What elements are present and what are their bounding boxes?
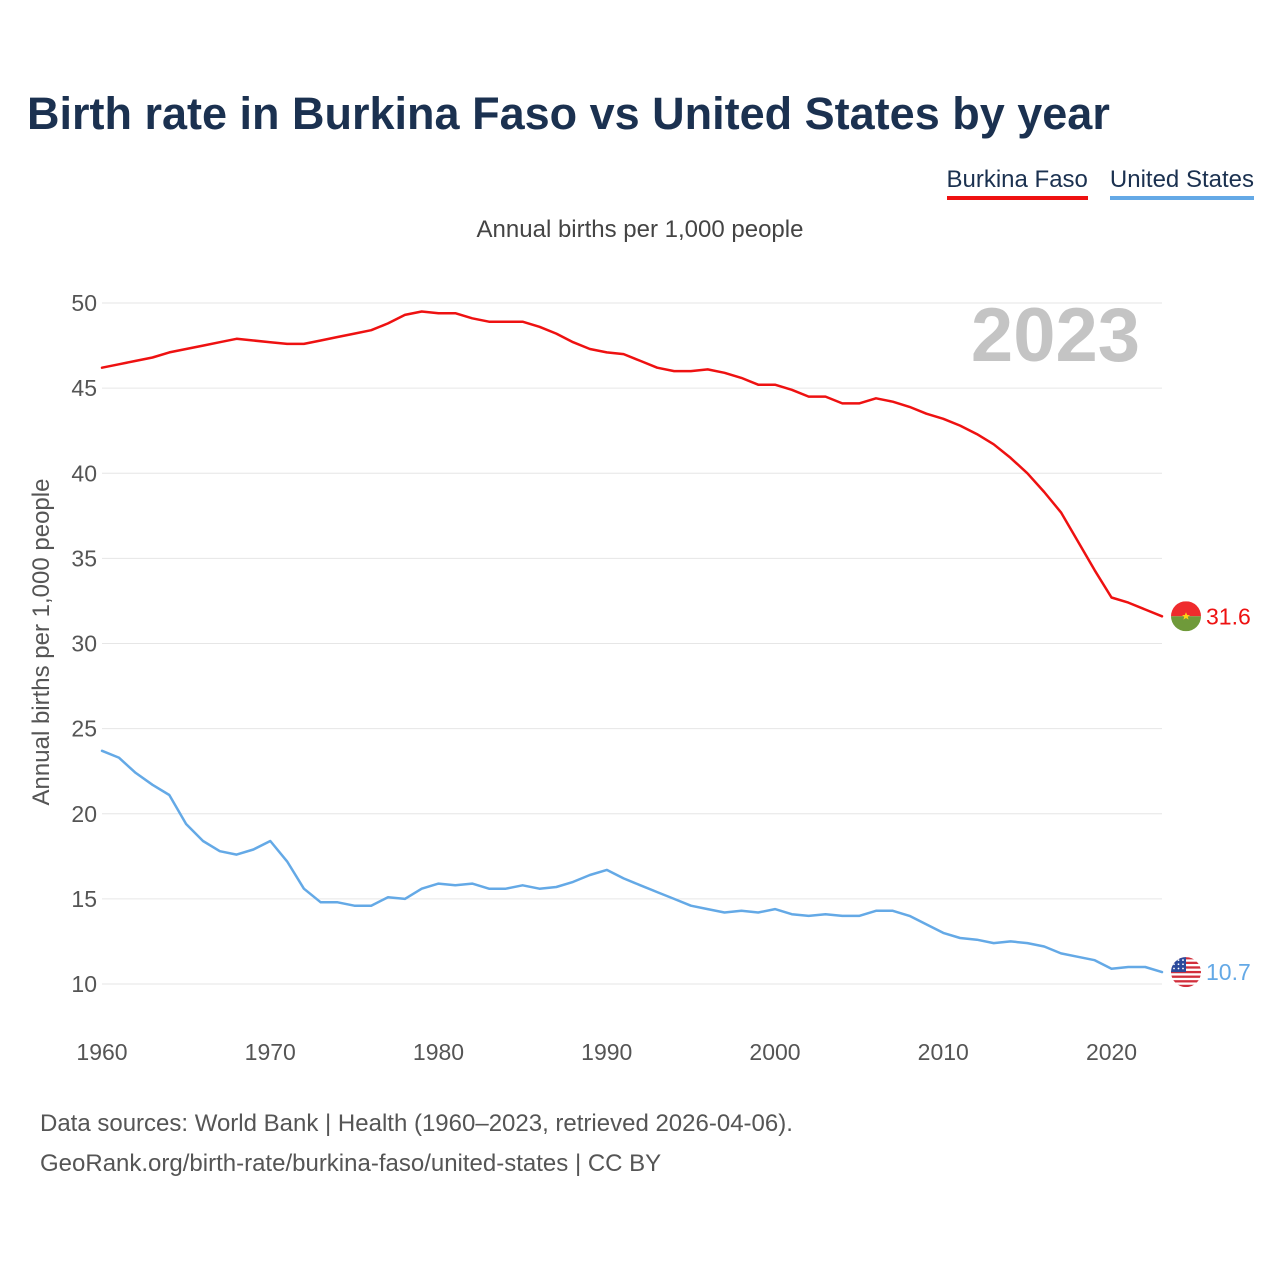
y-tick-label: 40	[71, 460, 97, 486]
footer-attribution[interactable]: GeoRank.org/birth-rate/burkina-faso/unit…	[40, 1150, 662, 1177]
x-tick-label: 1970	[245, 1039, 296, 1065]
x-tick-label: 1980	[413, 1039, 464, 1065]
x-tick-label: 2000	[749, 1039, 800, 1065]
chart-subtitle: Annual births per 1,000 people	[476, 216, 804, 243]
year-watermark: 2023	[971, 293, 1140, 378]
chart-title: Birth rate in Burkina Faso vs United Sta…	[27, 88, 1110, 139]
legend: Burkina Faso United States	[946, 166, 1254, 200]
series-line-burkina-faso	[100, 310, 1164, 618]
legend-item-united-states[interactable]: United States	[1109, 166, 1254, 200]
y-tick-label: 10	[71, 971, 97, 997]
burkina-faso-flag-icon	[1171, 601, 1201, 632]
series-line-united-states	[100, 749, 1164, 974]
end-value-label-burkina-faso: 31.6	[1206, 603, 1251, 629]
y-tick-label: 20	[71, 801, 97, 827]
y-tick-label: 15	[71, 886, 97, 912]
footer-sources: Data sources: World Bank | Health (1960–…	[40, 1110, 793, 1137]
x-tick-label: 2010	[918, 1039, 969, 1065]
y-tick-label: 35	[71, 545, 97, 571]
united-states-flag-icon	[1171, 957, 1201, 988]
x-tick-label: 1960	[76, 1039, 127, 1065]
legend-item-burkina-faso[interactable]: Burkina Faso	[946, 166, 1088, 200]
y-tick-label: 50	[71, 290, 97, 316]
x-tick-label: 1990	[581, 1039, 632, 1065]
y-tick-label: 25	[71, 716, 97, 742]
y-tick-label: 30	[71, 631, 97, 657]
end-value-label-united-states: 10.7	[1206, 959, 1251, 985]
footer: Data sources: World Bank | Health (1960–…	[40, 1104, 793, 1184]
y-tick-label: 45	[71, 375, 97, 401]
x-tick-label: 2020	[1086, 1039, 1137, 1065]
